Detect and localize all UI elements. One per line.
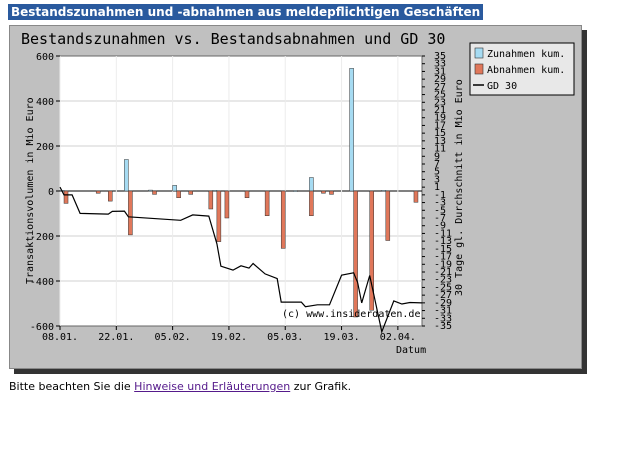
y2-tick-label: -9 [434,221,446,232]
legend-swatch-abnahmen [474,63,484,75]
legend: Zunahmen kum. Abnahmen kum. GD 30 [469,42,575,96]
legend-swatch-zunahmen [474,47,484,59]
y2-tick-label: 23 [434,97,446,108]
legend-label-gd30: GD 30 [487,81,517,92]
x-tick-label: 02.04. [380,332,416,343]
watermark: (c) www.insiderdaten.de [282,309,420,320]
y-tick-label: 0 [48,187,54,198]
y2-tick-label: 31 [434,66,446,77]
abnahmen-bar [264,190,270,216]
x-tick-label: 19.03. [323,332,359,343]
y2-tick-label: 33 [434,59,446,70]
chart-frame: Bestandszunahmen vs. Bestandsabnahmen un… [9,25,582,369]
abnahmen-bar [244,190,250,198]
legend-box [469,42,575,96]
y-tick-label: 400 [36,97,54,108]
y2-tick-label: 27 [434,82,446,93]
abnahmen-bar [216,190,222,242]
y2-tick-label: -35 [434,321,452,332]
footer-note-prefix: Bitte beachten Sie die [9,380,135,393]
chart-svg: Bestandszunahmen vs. Bestandsabnahmen un… [21,30,575,356]
abnahmen-bar [208,190,214,210]
zunahmen-bar [381,190,387,192]
abnahmen-bar [329,190,334,195]
x-tick-label: 22.01. [98,332,134,343]
y-tick-label: 600 [36,52,54,63]
abnahmen-bar [385,190,391,241]
footer-note-suffix: zur Grafik. [290,380,352,393]
page-heading: Bestandszunahmen und -abnahmen aus melde… [8,4,484,20]
y2-tick-label: -7 [434,213,446,224]
zunahmen-bar [124,159,129,192]
y2-tick-label: -17 [434,252,452,263]
y2-tick-label: 13 [434,136,446,147]
y2-tick-label: -1 [434,190,446,201]
y2-tick-label: 17 [434,120,446,131]
footer-note: Bitte beachten Sie die Hinweise und Erlä… [9,380,351,393]
y2-tick-label: 25 [434,90,446,101]
y-tick-label: -200 [30,232,54,243]
y2-tick-label: -31 [434,306,452,317]
y2-tick-label: 5 [434,167,440,178]
y2-tick-label: -23 [434,275,452,286]
gd30-line [59,186,423,334]
abnahmen-bar [280,190,286,249]
x-tick-label: 05.02. [155,332,191,343]
y2-tick-label: -11 [434,228,452,239]
y2-tick-label: 7 [434,159,440,170]
zunahmen-bar [148,189,153,192]
y2-tick-label: 1 [434,182,440,193]
abnahmen-bar [188,190,193,195]
hinweise-link[interactable]: Hinweise und Erläuterungen [134,380,291,393]
y2-tick-label: 35 [434,51,446,62]
x-tick-label: 05.03. [267,332,303,343]
x-tick-label: 08.01. [42,332,78,343]
y2-tick-label: 11 [434,144,446,155]
zunahmen-bar [309,177,314,192]
y2-tick-label: 19 [434,113,446,124]
y2-tick-label: -25 [434,282,452,293]
abnahmen-bar [224,190,230,219]
abnahmen-bar [413,190,419,203]
abnahmen-bar [321,190,326,194]
y2-tick-label: -29 [434,298,452,309]
chart-container: Bestandszunahmen vs. Bestandsabnahmen un… [9,25,587,374]
abnahmen-bar [309,190,314,216]
abnahmen-bar [108,190,113,202]
y2-tick-label: -15 [434,244,452,255]
y-tick-label: -400 [30,277,54,288]
chart-title: Bestandszunahmen vs. Bestandsabnahmen un… [21,30,445,48]
y2-tick-label: -13 [434,236,452,247]
zunahmen-bar [172,185,177,192]
x-tick-label: 19.02. [211,332,247,343]
abnahmen-bar [128,190,133,236]
y2-tick-label: 21 [434,105,446,116]
y2-tick-label: 9 [434,151,440,162]
y2-tick-label: 3 [434,174,440,185]
y2-tick-label: -27 [434,290,452,301]
y2-tick-label: 29 [434,74,446,85]
y-tick-label: -600 [30,322,54,333]
legend-label-zunahmen: Zunahmen kum. [487,49,565,60]
y2-tick-label: -21 [434,267,452,278]
y2-tick-label: -19 [434,259,452,270]
y2-tick-label: -3 [434,198,446,209]
abnahmen-bar [353,190,358,318]
y2-tick-label: 15 [434,128,446,139]
abnahmen-bar [95,190,101,194]
y2-tick-label: -5 [434,205,446,216]
abnahmen-bar [176,190,181,198]
y-tick-label: 200 [36,142,54,153]
y2-tick-label: -33 [434,313,452,324]
y-axis-label: Transaktionsvolumen in Mio Euro [25,97,36,284]
abnahmen-bar [369,190,374,311]
zunahmen-bar [212,190,218,192]
zunahmen-bar [349,68,354,192]
y2-axis-label: 30 Tage gl. Durchschnitt in Mio Euro [454,79,465,296]
abnahmen-bar [63,190,69,204]
zunahmen-bar [293,190,298,192]
x-axis-label: Datum [396,345,426,356]
legend-label-abnahmen: Abnahmen kum. [487,65,565,76]
abnahmen-bar [152,190,157,195]
